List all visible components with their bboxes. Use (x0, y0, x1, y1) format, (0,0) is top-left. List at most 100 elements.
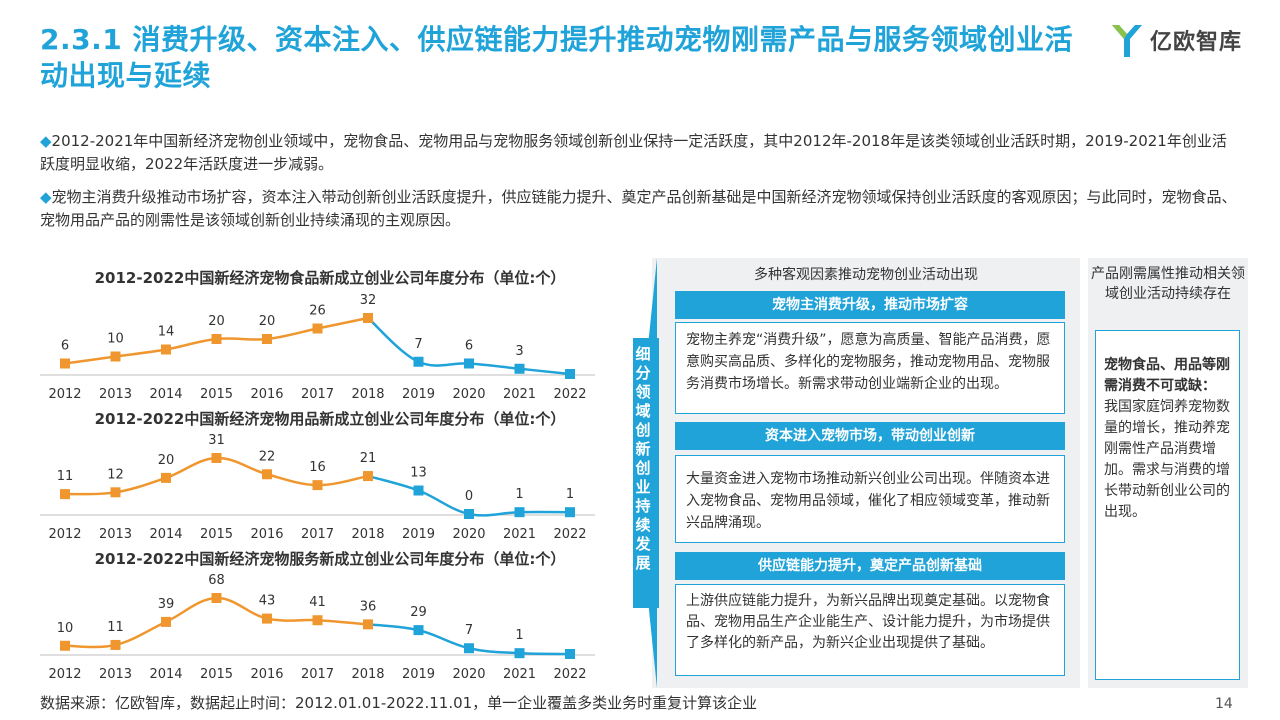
data-point-2017 (312, 615, 323, 626)
data-label-2016: 43 (259, 594, 276, 609)
data-point-2013 (110, 351, 121, 362)
bullet-2: ◆宠物主消费升级推动市场扩容，资本注入带动创新创业活跃度提升，供应链能力提升、奠… (40, 188, 1237, 229)
vertical-label: 细分领域创新创业持续发展 (635, 345, 651, 572)
data-point-2016 (262, 334, 272, 344)
data-point-2022 (565, 507, 575, 518)
data-point-2015 (211, 334, 222, 344)
data-label-2017: 16 (309, 460, 326, 475)
factor-1-body: 宠物主养宠“消费升级”，愿意为高质量、智能产品消费，愿意购买高品质、多样化的宠物… (675, 322, 1065, 414)
x-tick-2020: 2020 (452, 387, 485, 402)
data-label-2018: 32 (360, 293, 377, 308)
data-label-2013: 12 (107, 467, 124, 482)
factor-3-body: 上游供应链能力提升，为新兴品牌出现奠定基础。以宠物食品、宠物用品生产企业能生产、… (675, 584, 1065, 676)
factor-2-body: 大量资金进入宠物市场推动新兴创业公司出现。伴随资本进入宠物食品、宠物用品领域，催… (675, 455, 1065, 543)
factor-2-title: 资本进入宠物市场，带动创业创新 (675, 422, 1065, 450)
x-tick-2019: 2019 (402, 527, 435, 542)
bullet-marker: ◆ (40, 188, 52, 206)
data-label-2021: 1 (515, 628, 523, 643)
subjective-factor-bold: 宠物食品、用品等刚需消费不可或缺： (1104, 357, 1230, 394)
x-tick-2016: 2016 (250, 667, 283, 682)
data-label-2019: 7 (414, 337, 422, 352)
data-label-2020: 7 (465, 623, 473, 638)
x-tick-2021: 2021 (503, 667, 536, 682)
data-point-2018 (363, 619, 373, 630)
data-point-2021 (514, 648, 525, 659)
x-tick-2020: 2020 (452, 527, 485, 542)
data-point-2016 (262, 613, 272, 624)
x-tick-2012: 2012 (48, 527, 81, 542)
data-label-2020: 6 (465, 339, 473, 354)
chart-3-title: 2012-2022中国新经济宠物服务新成立创业公司年度分布（单位:个） (94, 550, 566, 568)
x-tick-2014: 2014 (149, 667, 182, 682)
x-tick-2022: 2022 (553, 667, 586, 682)
data-label-2018: 21 (360, 451, 377, 466)
data-label-2015: 20 (208, 314, 225, 329)
data-point-2019 (413, 485, 424, 496)
x-tick-2021: 2021 (503, 387, 536, 402)
arrow-shape (633, 258, 659, 688)
x-tick-2017: 2017 (301, 387, 334, 402)
logo: 亿欧智库 (1110, 20, 1250, 60)
data-point-2012 (60, 640, 70, 651)
x-tick-2013: 2013 (99, 387, 132, 402)
data-label-2021: 3 (515, 344, 523, 359)
data-point-2020 (464, 643, 474, 654)
data-label-2014: 20 (158, 453, 175, 468)
data-label-2015: 68 (208, 573, 225, 588)
data-point-2021 (514, 363, 525, 374)
data-point-2020 (464, 358, 474, 369)
data-label-2016: 22 (259, 449, 276, 464)
data-point-2018 (363, 471, 373, 482)
x-tick-2021: 2021 (503, 527, 536, 542)
bullet-list: ◆2012-2021年中国新经济宠物创业领域中，宠物食品、宠物用品与宠物服务领域… (40, 130, 1240, 242)
x-tick-2016: 2016 (250, 387, 283, 402)
data-point-2014 (161, 472, 171, 483)
x-tick-2013: 2013 (99, 667, 132, 682)
data-label-2022: 1 (566, 487, 574, 502)
data-label-2021: 1 (515, 487, 523, 502)
x-tick-2022: 2022 (553, 387, 586, 402)
factor-3-title: 供应链能力提升，奠定产品创新基础 (675, 552, 1065, 580)
data-point-2012 (60, 358, 70, 369)
data-point-2022 (565, 649, 575, 659)
data-point-2022 (565, 369, 575, 379)
subjective-factor-heading: 产品刚需属性推动相关领域创业活动持续存在 (1091, 266, 1245, 302)
data-label-2012: 6 (61, 339, 69, 354)
data-point-2013 (110, 639, 121, 650)
data-point-2019 (413, 356, 424, 367)
x-tick-2014: 2014 (149, 387, 182, 402)
x-tick-2015: 2015 (200, 387, 233, 402)
data-label-2014: 39 (158, 597, 175, 612)
data-label-2019: 29 (410, 605, 427, 620)
food-startups-line-chart: 6 2012 10 2013 14 2014 20 2015 20 2016 26 2017 32 201… (40, 293, 595, 402)
x-tick-2018: 2018 (351, 527, 384, 542)
page-title: 2.3.1 消费升级、资本注入、供应链能力提升推动宠物刚需产品与服务领域创业活动… (40, 23, 1073, 92)
data-point-2020 (464, 509, 474, 519)
data-label-2012: 11 (57, 469, 74, 484)
data-point-2015 (211, 453, 222, 463)
data-label-2013: 10 (107, 332, 124, 347)
x-tick-2022: 2022 (553, 527, 586, 542)
bullet-marker: ◆ (40, 132, 52, 150)
data-point-2021 (514, 507, 525, 518)
data-point-2017 (312, 480, 323, 491)
x-tick-2015: 2015 (200, 667, 233, 682)
data-source: 数据来源：亿欧智库，数据起止时间：2012.01.01-2022.11.01，单… (40, 694, 758, 712)
data-label-2013: 11 (107, 620, 124, 635)
data-label-2017: 41 (309, 595, 326, 610)
x-tick-2019: 2019 (402, 667, 435, 682)
subjective-factor-box: 宠物食品、用品等刚需消费不可或缺： 我国家庭饲养宠物数量的增长，推动养宠刚需性产… (1095, 330, 1240, 680)
data-point-2019 (413, 625, 424, 636)
objective-factors-heading: 多种客观因素推动宠物创业活动出现 (754, 267, 978, 283)
data-label-2017: 26 (309, 304, 326, 319)
supplies-startups-line-chart: 1120121220132020143120152220161620172120… (40, 433, 595, 542)
x-tick-2012: 2012 (48, 667, 81, 682)
services-startups-line-chart: 10 2012 11 2013 39 2014 68 2015 43 2016 41 2017 36 20… (40, 573, 595, 682)
page-number: 14 (1215, 696, 1233, 712)
data-point-2015 (211, 593, 222, 603)
data-label-2019: 13 (410, 466, 427, 481)
chart-1-title: 2012-2022中国新经济宠物食品新成立创业公司年度分布（单位:个） (94, 269, 566, 287)
x-tick-2018: 2018 (351, 667, 384, 682)
data-point-2014 (161, 616, 171, 627)
x-tick-2016: 2016 (250, 527, 283, 542)
